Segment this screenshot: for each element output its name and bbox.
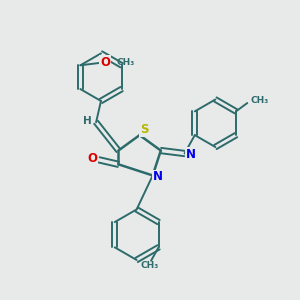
Text: N: N — [185, 148, 196, 160]
Text: CH₃: CH₃ — [250, 96, 268, 105]
Text: H: H — [83, 116, 92, 126]
Text: CH₃: CH₃ — [140, 261, 159, 270]
Text: CH₃: CH₃ — [117, 58, 135, 67]
Text: S: S — [140, 123, 148, 136]
Text: O: O — [100, 56, 110, 69]
Text: O: O — [88, 152, 98, 165]
Text: N: N — [153, 170, 163, 184]
